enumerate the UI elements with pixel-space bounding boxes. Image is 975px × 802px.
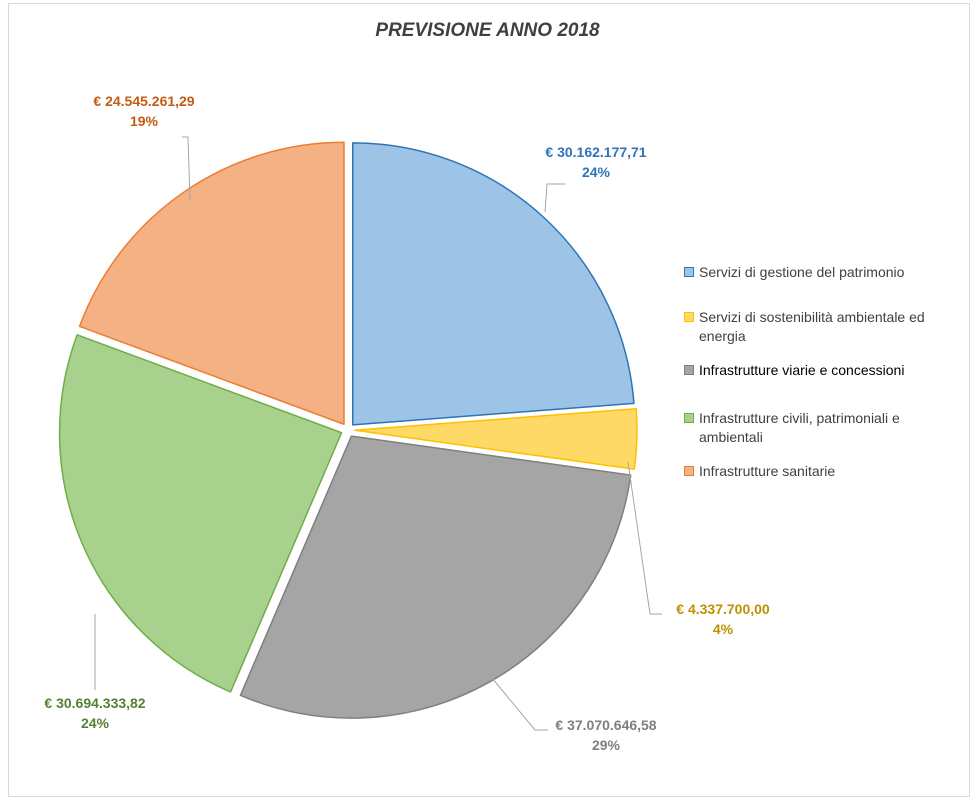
data-label-value: € 37.070.646,58 <box>555 717 656 733</box>
data-label-value: € 30.694.333,82 <box>44 695 145 711</box>
legend-label: Servizi di gestione del patrimonio <box>699 264 905 280</box>
slice-infrastrutture-viarie <box>239 435 632 719</box>
data-label-percent: 29% <box>592 737 621 753</box>
legend-item-sostenibilita-energia: Servizi di sostenibilità ambientale ed e… <box>684 308 959 346</box>
slice-infrastrutture-sanitarie <box>78 141 345 426</box>
leader-line <box>627 461 662 615</box>
slice-infrastrutture-civili <box>58 334 343 693</box>
leader-line <box>491 677 548 731</box>
legend: Servizi di gestione del patrimonio Servi… <box>684 263 959 499</box>
chart-frame <box>8 3 970 797</box>
legend-item-infrastrutture-viarie: Infrastrutture viarie e concessioni <box>684 361 959 380</box>
legend-swatch <box>684 466 694 476</box>
data-label-percent: 4% <box>713 621 734 637</box>
data-label-percent: 19% <box>130 113 159 129</box>
legend-item-infrastrutture-civili: Infrastrutture civili, patrimoniali e am… <box>684 409 959 447</box>
slice-gestione-patrimonio <box>352 142 635 426</box>
data-label-percent: 24% <box>81 715 110 731</box>
data-label-percent: 24% <box>582 164 611 180</box>
legend-label: Infrastrutture viarie e concessioni <box>699 362 905 378</box>
data-label-value: € 4.337.700,00 <box>676 601 770 617</box>
legend-swatch <box>684 413 694 423</box>
legend-item-gestione-patrimonio: Servizi di gestione del patrimonio <box>684 263 959 282</box>
legend-label: Infrastrutture sanitarie <box>699 463 836 479</box>
leader-line <box>544 183 565 213</box>
legend-label: Infrastrutture civili, patrimoniali e am… <box>699 410 900 445</box>
legend-item-infrastrutture-sanitarie: Infrastrutture sanitarie <box>684 462 959 481</box>
legend-swatch <box>684 312 694 322</box>
leader-line <box>182 136 191 201</box>
legend-label: Servizi di sostenibilità ambientale ed e… <box>699 309 925 344</box>
chart-title: PREVISIONE ANNO 2018 <box>375 20 600 41</box>
slice-sostenibilita-energia <box>354 407 638 470</box>
data-label-value: € 30.162.177,71 <box>545 144 646 160</box>
legend-swatch <box>684 365 694 375</box>
legend-swatch <box>684 267 694 277</box>
data-label-value: € 24.545.261,29 <box>93 93 194 109</box>
